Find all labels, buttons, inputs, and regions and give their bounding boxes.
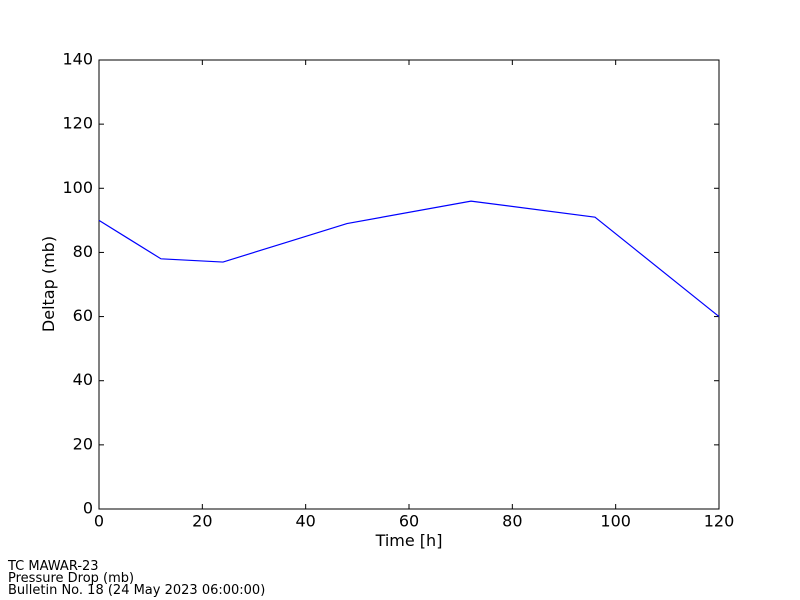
y-tick-label: 120: [62, 114, 93, 133]
x-tick-label: 40: [295, 512, 315, 531]
y-tick-label: 80: [73, 242, 93, 261]
x-tick-label: 20: [192, 512, 212, 531]
footer-line: TC MAWAR-23: [7, 559, 99, 574]
y-tick-label: 40: [73, 370, 93, 389]
y-axis-label: Deltap (mb): [39, 236, 58, 332]
y-tick-label: 0: [83, 499, 93, 518]
x-tick-label: 0: [94, 512, 104, 531]
y-tick-label: 100: [62, 178, 93, 197]
data-line: [98, 200, 720, 318]
footer-line: Pressure Drop (mb): [8, 571, 134, 586]
plot-frame: [98, 59, 720, 510]
x-tick-label: 60: [399, 512, 419, 531]
x-tick-label: 100: [600, 512, 631, 531]
footer-line: Bulletin No. 18 (24 May 2023 06:00:00): [8, 583, 265, 598]
y-tick-label: 60: [73, 306, 93, 325]
x-axis-label: Time [h]: [375, 531, 443, 550]
y-tick-label: 140: [62, 50, 93, 69]
y-tick-label: 20: [73, 434, 93, 453]
x-tick-label: 120: [704, 512, 735, 531]
x-tick-label: 80: [502, 512, 522, 531]
